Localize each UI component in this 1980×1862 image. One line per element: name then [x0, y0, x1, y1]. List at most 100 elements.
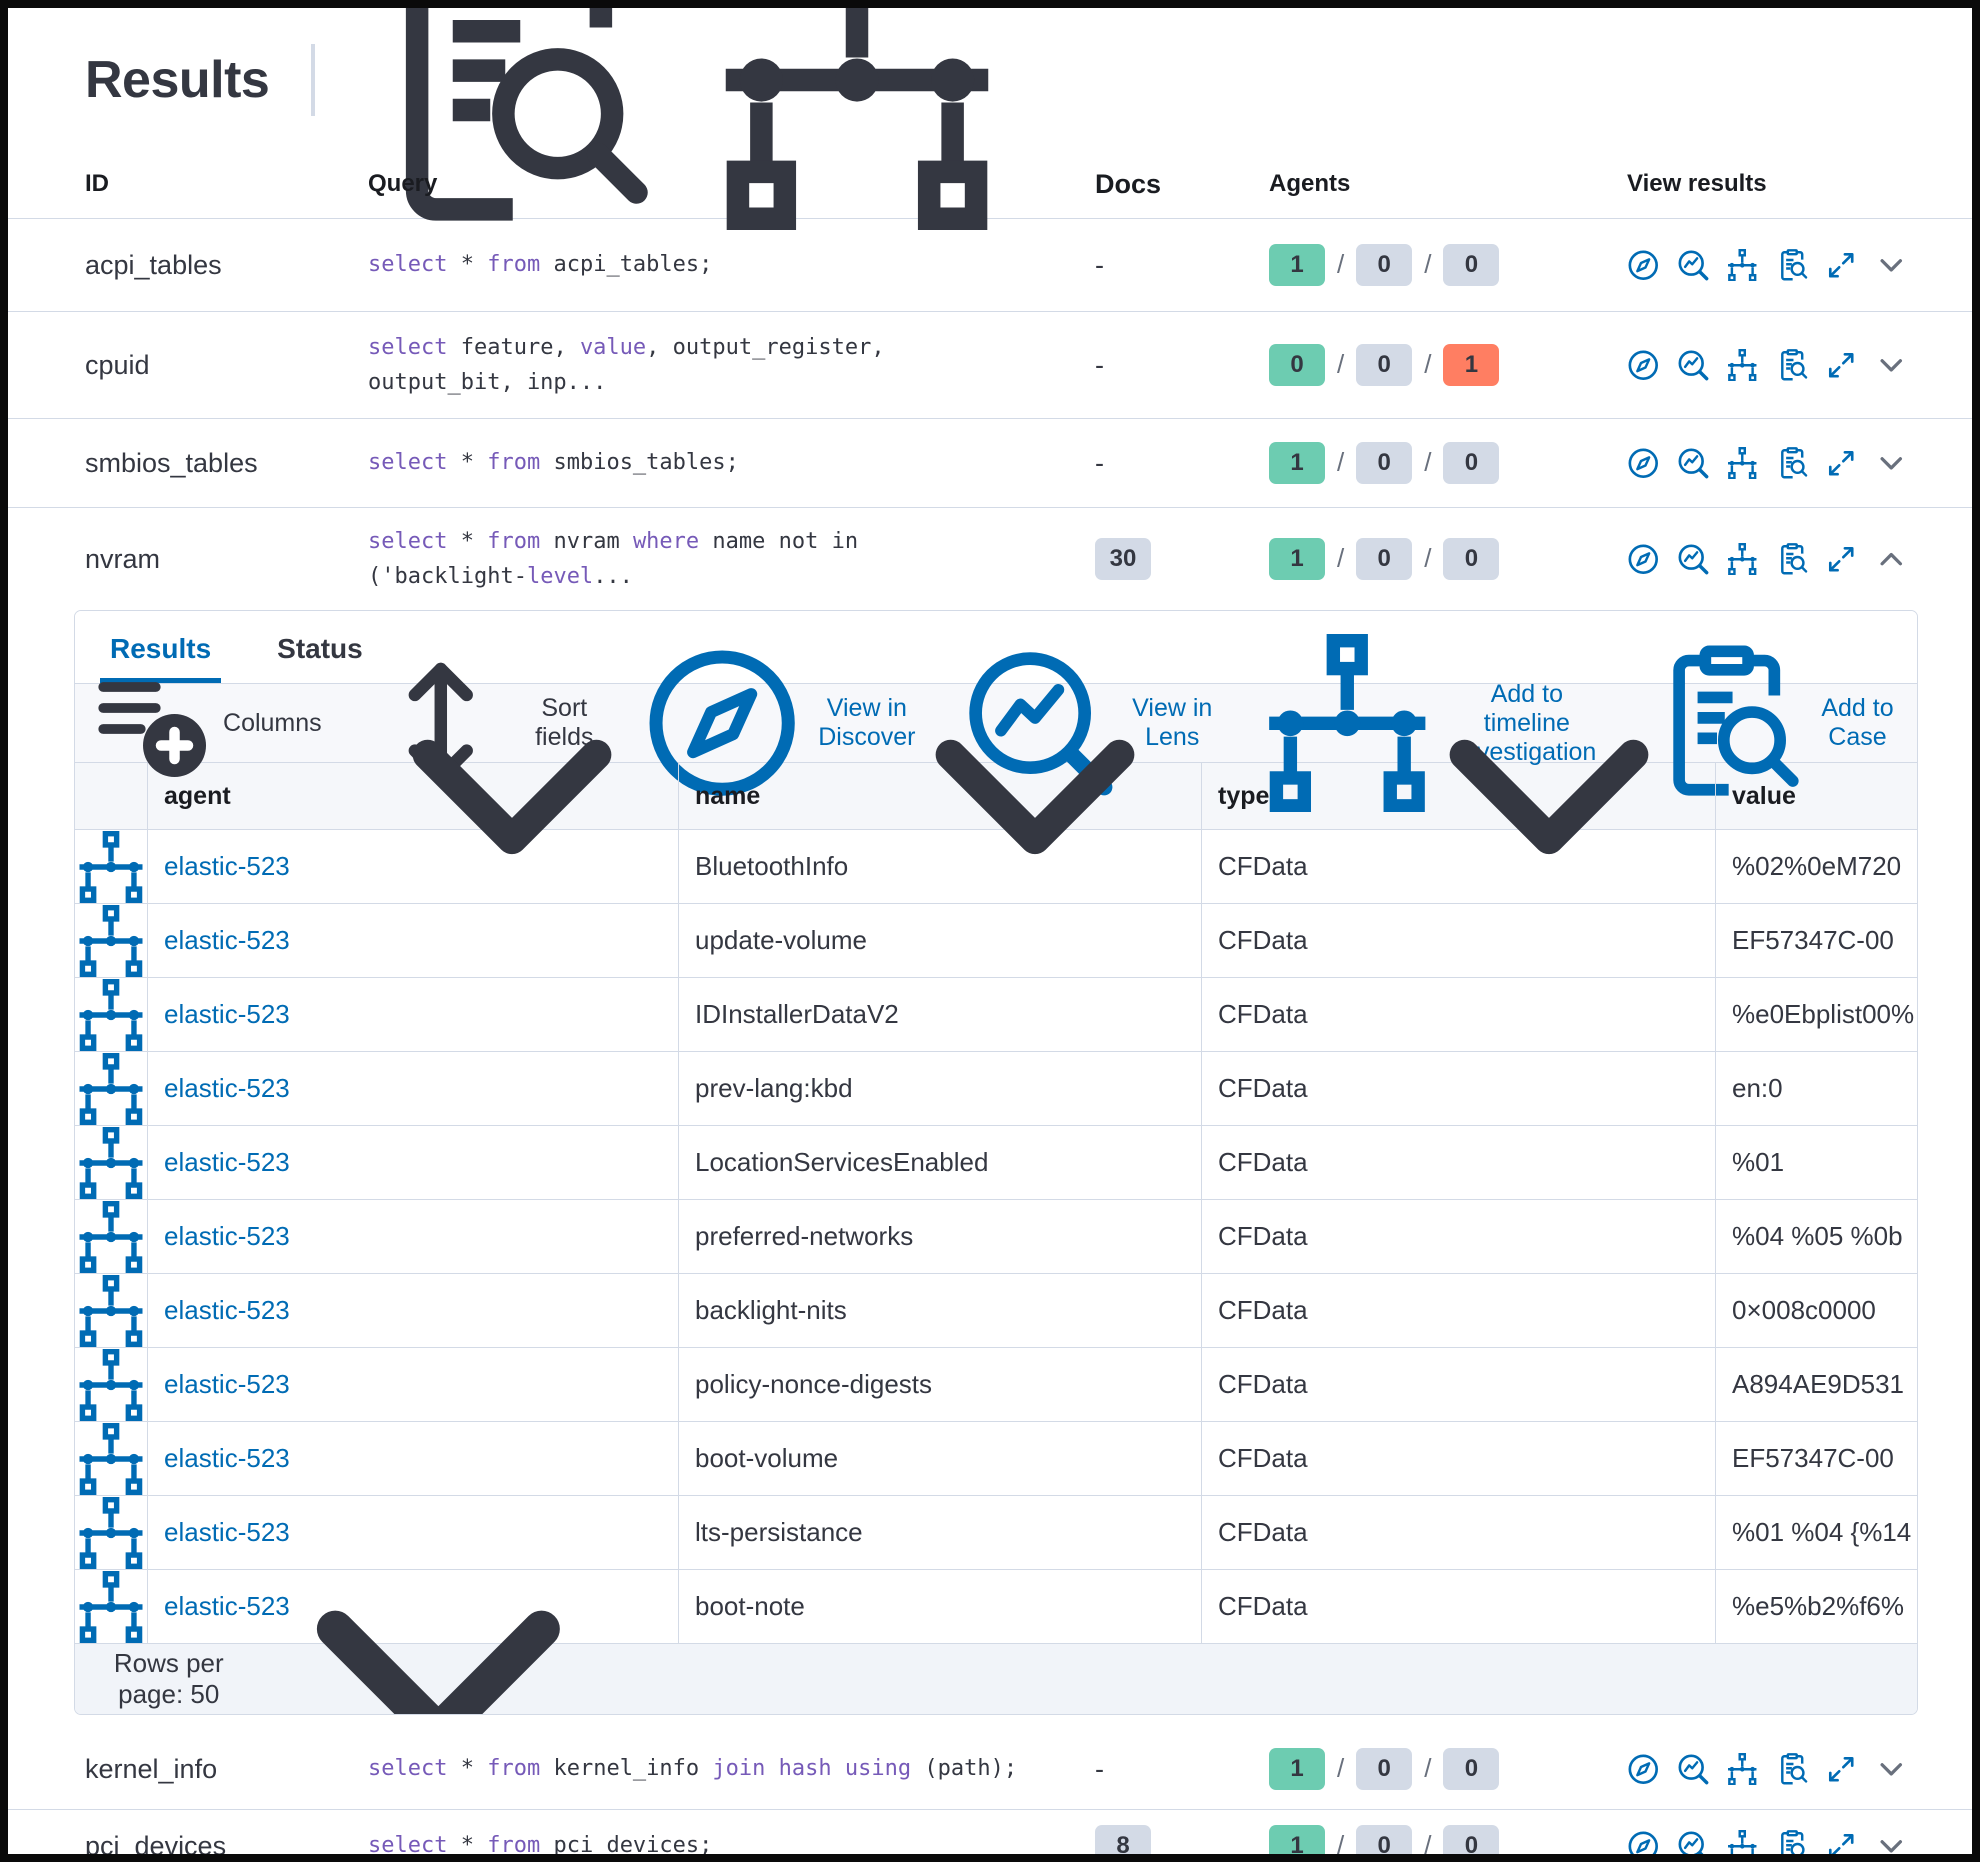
agents-pending-badge: 0	[1356, 1824, 1413, 1854]
view-in-discover-icon[interactable]	[1627, 447, 1660, 480]
add-row-to-timeline-icon[interactable]	[75, 1570, 147, 1643]
add-row-to-timeline-icon[interactable]	[75, 1348, 147, 1421]
timeline-icon[interactable]	[707, 8, 1007, 230]
expand-results-icon[interactable]	[1825, 1753, 1858, 1786]
add-to-timeline-icon[interactable]	[1726, 542, 1759, 576]
grid-column-label: value	[1732, 781, 1796, 810]
result-type: CFData	[1202, 978, 1716, 1051]
agent-link[interactable]: elastic-523	[164, 1221, 290, 1251]
add-row-to-timeline-icon[interactable]	[75, 1126, 147, 1199]
add-to-case-icon[interactable]	[1776, 248, 1809, 282]
rows-per-page-button[interactable]: Rows per page: 50	[93, 1496, 621, 1714]
page-header: Results	[8, 8, 1972, 230]
view-in-lens-icon[interactable]	[1677, 249, 1710, 282]
grid-column-header-name[interactable]: name	[679, 739, 1202, 855]
results-grid-header: agent name type value	[75, 739, 1917, 855]
add-to-timeline-icon[interactable]	[1726, 1752, 1759, 1786]
add-to-case-icon[interactable]	[1776, 1829, 1809, 1854]
agents-failed-badge: 0	[1443, 1824, 1500, 1854]
view-in-discover-icon[interactable]	[1627, 249, 1660, 282]
add-to-timeline-icon[interactable]	[1726, 446, 1759, 480]
view-results-actions	[1621, 348, 1908, 382]
add-to-timeline-icon[interactable]	[1726, 348, 1759, 382]
expand-results-icon[interactable]	[1825, 249, 1858, 282]
agent-link[interactable]: elastic-523	[164, 1073, 290, 1103]
column-menu-chevron-icon[interactable]	[885, 646, 1185, 946]
add-to-case-icon[interactable]	[1776, 446, 1809, 480]
view-in-discover-icon[interactable]	[1627, 543, 1660, 576]
view-in-discover-icon[interactable]	[1627, 1753, 1660, 1786]
inspect-icon[interactable]	[359, 8, 659, 230]
add-row-to-timeline-icon[interactable]	[75, 1422, 147, 1495]
agent-link[interactable]: elastic-523	[164, 1517, 290, 1547]
result-name: backlight-nits	[679, 1274, 1202, 1347]
lens-icon	[1677, 349, 1710, 382]
tab-status[interactable]: Status	[267, 611, 373, 683]
view-in-lens-icon[interactable]	[1677, 1830, 1710, 1854]
view-in-lens-icon[interactable]	[1677, 543, 1710, 576]
timeline-icon	[1726, 1829, 1759, 1854]
expand-results-icon[interactable]	[1825, 1830, 1858, 1854]
add-row-to-timeline-icon[interactable]	[75, 978, 147, 1051]
timeline-icon	[1726, 248, 1759, 282]
column-menu-chevron-icon[interactable]	[1399, 646, 1699, 946]
grid-column-header-value[interactable]: value	[1716, 763, 1917, 829]
grid-column-header-type[interactable]: type	[1202, 739, 1716, 855]
columns-button[interactable]: Columns	[92, 663, 322, 783]
add-row-to-timeline-icon[interactable]	[75, 1274, 147, 1347]
timeline-icon	[707, 8, 1007, 230]
row-expand-button[interactable]	[1875, 447, 1908, 480]
agents-failed-badge: 0	[1443, 537, 1500, 581]
view-in-lens-icon[interactable]	[1677, 447, 1710, 480]
add-row-to-timeline-icon[interactable]	[75, 1496, 147, 1569]
row-expand-button[interactable]	[1875, 1753, 1908, 1786]
expand-results-icon[interactable]	[1825, 447, 1858, 480]
agent-link[interactable]: elastic-523	[164, 1443, 290, 1473]
agent-link[interactable]: elastic-523	[164, 1591, 290, 1621]
chevron-down-icon	[1875, 249, 1908, 282]
view-in-lens-icon[interactable]	[1677, 349, 1710, 382]
row-expand-button[interactable]	[1875, 249, 1908, 282]
add-row-to-timeline-icon[interactable]	[75, 1200, 147, 1273]
expand-results-icon[interactable]	[1825, 349, 1858, 382]
view-in-discover-icon[interactable]	[1627, 1830, 1660, 1854]
add-row-to-timeline-icon[interactable]	[75, 1052, 147, 1125]
query-id: cpuid	[85, 349, 150, 380]
column-menu-chevron-icon[interactable]	[362, 646, 662, 946]
badge-separator: /	[1424, 1753, 1432, 1784]
agent-link[interactable]: elastic-523	[164, 1369, 290, 1399]
agent-link[interactable]: elastic-523	[164, 925, 290, 955]
result-type: CFData	[1202, 1496, 1716, 1569]
row-expand-button[interactable]	[1875, 349, 1908, 382]
row-expand-button[interactable]	[1875, 543, 1908, 576]
agent-link[interactable]: elastic-523	[164, 1147, 290, 1177]
expand-results-icon[interactable]	[1825, 543, 1858, 576]
grid-column-header-agent[interactable]: agent	[148, 739, 679, 855]
agent-link[interactable]: elastic-523	[164, 851, 290, 881]
add-row-to-timeline-icon[interactable]	[75, 904, 147, 977]
row-expand-button[interactable]	[1875, 1830, 1908, 1854]
add-to-case-icon[interactable]	[1776, 348, 1809, 382]
add-to-case-icon[interactable]	[1776, 542, 1809, 576]
queries-table-header: ID Query Docs Agents View results	[8, 150, 1972, 219]
toolbar-button-label: View in Lens	[1132, 694, 1213, 751]
tab-results[interactable]: Results	[100, 611, 221, 683]
agent-link[interactable]: elastic-523	[164, 1295, 290, 1325]
add-to-case-button[interactable]: Add to Case	[1649, 645, 1901, 800]
view-in-lens-icon[interactable]	[1677, 1753, 1710, 1786]
result-value: %04 %05 %0b	[1732, 1221, 1903, 1251]
add-to-case-icon[interactable]	[1776, 1752, 1809, 1786]
view-in-discover-icon[interactable]	[1627, 349, 1660, 382]
result-value: %01	[1732, 1147, 1785, 1177]
result-name: prev-lang:kbd	[679, 1052, 1202, 1125]
add-to-timeline-icon[interactable]	[1726, 1829, 1759, 1854]
add-row-to-timeline-icon[interactable]	[75, 830, 147, 903]
timeline-icon	[1726, 348, 1759, 382]
add-to-timeline-icon[interactable]	[1726, 248, 1759, 282]
result-row: elastic-523 lts-persistance CFData %01 %…	[75, 1496, 1917, 1570]
view-in-discover-button[interactable]: View in Discover	[642, 643, 920, 803]
view-results-actions	[1621, 248, 1908, 282]
timeline-icon	[1726, 446, 1759, 480]
grid-control-column-header	[75, 763, 148, 829]
agent-link[interactable]: elastic-523	[164, 999, 290, 1029]
